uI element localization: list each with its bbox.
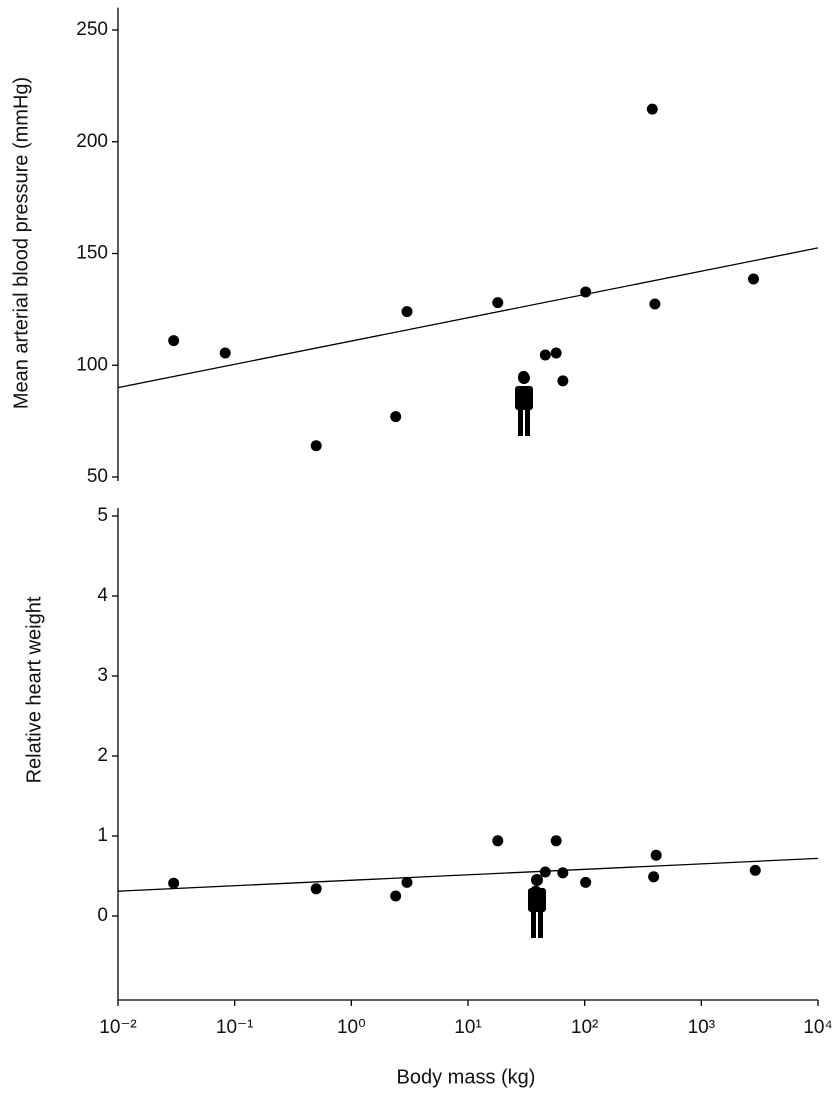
data-point [551, 835, 562, 846]
data-point [401, 877, 412, 888]
x-tick-label: 10⁴ [803, 1017, 832, 1038]
human-icon [515, 372, 546, 938]
data-point [580, 877, 591, 888]
y-axis-title: Relative heart weight [23, 596, 45, 783]
y-tick-label: 50 [87, 466, 108, 487]
data-point [390, 411, 401, 422]
chart: 50100150200250Mean arterial blood pressu… [0, 0, 837, 1098]
y-tick-label: 2 [97, 745, 108, 766]
data-point [311, 883, 322, 894]
data-point [492, 835, 503, 846]
data-point [748, 273, 759, 284]
x-tick-label: 10¹ [454, 1017, 481, 1038]
y-tick-label: 250 [76, 19, 108, 40]
y-tick-label: 100 [76, 354, 108, 375]
y-tick-label: 1 [97, 825, 108, 846]
x-tick-label: 10⁻¹ [216, 1017, 254, 1038]
trend-line [118, 248, 818, 388]
data-point [540, 349, 551, 360]
data-point [492, 297, 503, 308]
data-point [401, 306, 412, 317]
x-tick-label: 10⁰ [337, 1017, 366, 1038]
x-tick-label: 10³ [688, 1017, 715, 1038]
data-point [540, 867, 551, 878]
trend-line [118, 858, 818, 891]
x-axis-title: Body mass (kg) [397, 1066, 536, 1088]
x-tick-label: 10² [571, 1017, 598, 1038]
data-point [530, 886, 541, 897]
y-tick-label: 3 [97, 665, 108, 686]
data-point [220, 347, 231, 358]
data-point [649, 299, 660, 310]
x-tick-label: 10⁻² [99, 1017, 137, 1038]
data-point [750, 865, 761, 876]
data-point [390, 891, 401, 902]
data-point [580, 286, 591, 297]
data-point [647, 104, 658, 115]
data-point [651, 850, 662, 861]
data-point [168, 878, 179, 889]
data-point [311, 440, 322, 451]
data-point [551, 347, 562, 358]
data-point [518, 371, 529, 382]
data-point [168, 335, 179, 346]
y-tick-label: 0 [97, 905, 108, 926]
y-tick-label: 5 [97, 505, 108, 526]
y-axis-title: Mean arterial blood pressure (mmHg) [10, 77, 32, 409]
y-tick-label: 4 [97, 585, 108, 606]
y-tick-label: 200 [76, 131, 108, 152]
data-point [557, 375, 568, 386]
y-tick-label: 150 [76, 243, 108, 264]
data-point [557, 867, 568, 878]
data-point [648, 871, 659, 882]
